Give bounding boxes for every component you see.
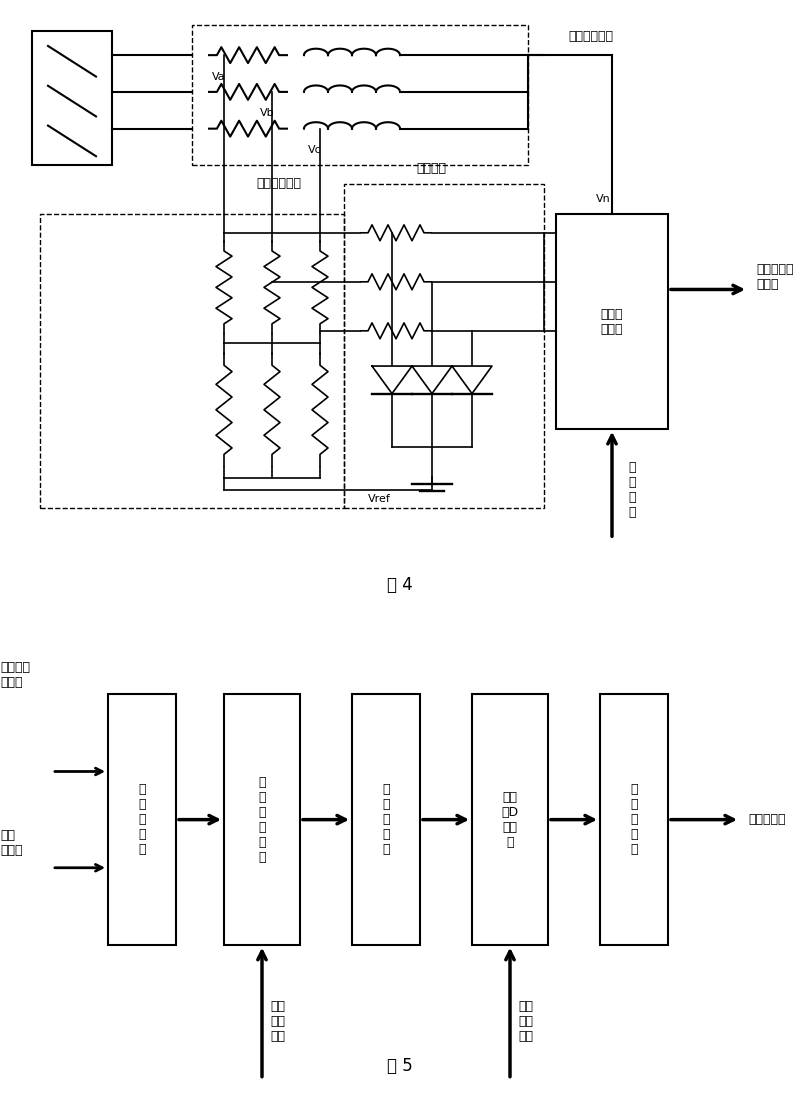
Text: 电
压
比
较
器: 电 压 比 较 器	[382, 783, 390, 857]
Text: 可
编
程
放
大
器: 可 编 程 放 大 器	[258, 776, 266, 863]
Bar	[556, 214, 668, 429]
Text: 多
路
选
择: 多 路 选 择	[628, 461, 635, 520]
Text: Vb: Vb	[260, 108, 274, 118]
Text: 给隔离电路: 给隔离电路	[748, 813, 786, 826]
Text: Vc: Vc	[308, 146, 322, 155]
Text: 给程控放大
比较器: 给程控放大 比较器	[756, 264, 794, 291]
Text: 图 4: 图 4	[387, 577, 413, 594]
Bar	[352, 695, 420, 945]
Bar	[108, 695, 176, 945]
Text: 总
线
驱
动
器: 总 线 驱 动 器	[630, 783, 638, 857]
Text: 电枢绕组三相: 电枢绕组三相	[568, 30, 613, 43]
Bar	[344, 184, 544, 509]
Text: 图 5: 图 5	[387, 1057, 413, 1074]
Text: Vn: Vn	[596, 194, 610, 205]
Text: 仪
用
放
大
器: 仪 用 放 大 器	[138, 783, 146, 857]
Bar	[472, 695, 548, 945]
Text: Va: Va	[212, 71, 226, 82]
Bar	[224, 695, 300, 945]
Text: Vref: Vref	[368, 494, 391, 504]
Text: 模拟多
路开关: 模拟多 路开关	[601, 307, 623, 336]
Text: 限幅电路: 限幅电路	[416, 162, 446, 175]
Bar	[600, 695, 668, 945]
Bar	[192, 24, 528, 165]
Text: 信号
输出
使能: 信号 输出 使能	[518, 1000, 533, 1044]
Text: 电压
参考值: 电压 参考值	[0, 829, 22, 858]
Text: 不导通相
端电压: 不导通相 端电压	[0, 661, 30, 689]
Bar	[32, 31, 112, 165]
Text: 检测精密电阻: 检测精密电阻	[256, 177, 301, 190]
Text: 放大
倍数
控制: 放大 倍数 控制	[270, 1000, 285, 1044]
Bar	[40, 214, 344, 509]
Text: 上升
沿D
触发
器: 上升 沿D 触发 器	[502, 791, 518, 849]
